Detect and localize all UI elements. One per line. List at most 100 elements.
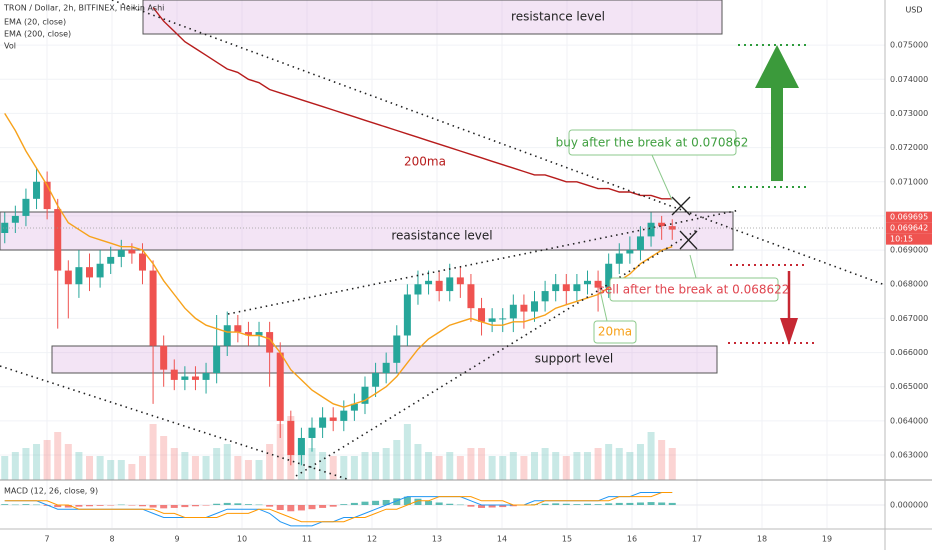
candles (1, 168, 676, 466)
y-tick-label: 0.074000 (890, 75, 928, 84)
volume-bar (107, 460, 115, 480)
candle-body (117, 250, 125, 257)
macd-bar (287, 505, 295, 512)
zone-top (142, 0, 723, 35)
sell-box (609, 277, 779, 302)
macd-bar (75, 505, 83, 507)
candle-body (255, 332, 263, 336)
volume-bar (149, 424, 157, 480)
macd (1, 492, 676, 527)
candle-body (520, 304, 528, 312)
volume-bar (22, 448, 30, 480)
macd-bar (149, 505, 157, 508)
candle-body (213, 345, 221, 374)
y-tick-label: 0.063000 (890, 451, 928, 460)
macd-bar (181, 505, 189, 508)
candle-body (33, 181, 41, 199)
candle-body (202, 373, 210, 380)
x-tick-label: 8 (109, 535, 114, 544)
macd-bar (117, 504, 125, 506)
candle-body (43, 181, 51, 210)
macd-bar (340, 504, 348, 505)
x-tick-label: 15 (562, 535, 572, 544)
volume-bar (117, 460, 125, 480)
grid (0, 0, 885, 528)
macd-bar (499, 505, 507, 508)
candle-body (181, 376, 189, 380)
buy-box (568, 129, 737, 156)
macd-bar (478, 505, 486, 508)
candle-body (594, 280, 602, 288)
macd-bar (393, 498, 401, 505)
line (4, 113, 673, 408)
volume-bar (170, 448, 178, 480)
ma20-box (593, 320, 637, 344)
candle-body (75, 267, 83, 285)
candle-body (382, 362, 390, 374)
macd-bar (297, 505, 305, 511)
candle-body (64, 270, 72, 285)
macd-bar (647, 502, 655, 505)
candle-body (266, 332, 274, 353)
x-tick-label: 18 (757, 535, 767, 544)
macd-bar (191, 505, 199, 507)
candle-body (658, 222, 666, 227)
volume-bar (626, 452, 634, 480)
macd-bar (509, 505, 517, 507)
y-tick-label: 0.069000 (890, 246, 928, 255)
candle-body (605, 263, 613, 288)
macd-bar (308, 505, 316, 510)
volume-bar (96, 456, 104, 480)
volume-bar (308, 448, 316, 480)
volume-bar (64, 444, 72, 480)
trendline (227, 209, 741, 315)
sell-levels (728, 264, 818, 344)
candle-body (531, 301, 539, 312)
candle-body (435, 280, 443, 292)
macd-bar (244, 504, 252, 505)
annotation: buy after the break at 0.070862 (556, 136, 749, 150)
macd-bar (446, 503, 454, 505)
axes: 0.063000 0.064000 0.065000 0.066000 0.067000… (44, 41, 932, 544)
candle-body (446, 277, 454, 292)
candle-body (403, 294, 411, 336)
legend-entry: Vol (4, 42, 16, 51)
volume-bar (552, 452, 560, 480)
x-tick-label: 14 (497, 535, 507, 544)
candle-body (636, 236, 644, 251)
macd-bar (467, 505, 475, 507)
volume-bar (340, 456, 348, 480)
x-tick-label: 13 (432, 535, 442, 544)
macd-bar (160, 505, 168, 509)
candle-body (541, 291, 549, 302)
macd-bar (170, 505, 178, 508)
line (152, 7, 673, 200)
price-tag-label: 0.069695 (890, 213, 928, 222)
volume-bar (33, 444, 41, 480)
y-tick-label: 0.064000 (890, 416, 928, 425)
macd-bar (255, 504, 263, 506)
x-tick-label: 11 (302, 535, 312, 544)
macd-bar (350, 502, 358, 505)
candle-body (425, 280, 433, 285)
candle-body (223, 325, 231, 346)
candle-body (467, 284, 475, 309)
countdown: 10:15 (890, 235, 913, 244)
volume-bar (213, 448, 221, 480)
macd-bar (128, 505, 136, 506)
macd-bar (382, 499, 390, 505)
chart-title: TRON / Dollar, 2h, BITFINEX, Heikin Ashi (3, 4, 164, 13)
candle-body (11, 215, 19, 223)
candle-body (478, 308, 486, 322)
macd-bar (213, 503, 221, 505)
volume-bar (435, 456, 443, 480)
x-tick-label: 16 (627, 535, 637, 544)
y-tick-label: 0.071000 (890, 177, 928, 186)
macd-bar (403, 496, 411, 505)
volume-bar (456, 456, 464, 480)
candle-body (456, 277, 464, 285)
zone-mid (0, 211, 734, 251)
candle-body (170, 369, 178, 380)
sell-arrow (780, 271, 798, 345)
